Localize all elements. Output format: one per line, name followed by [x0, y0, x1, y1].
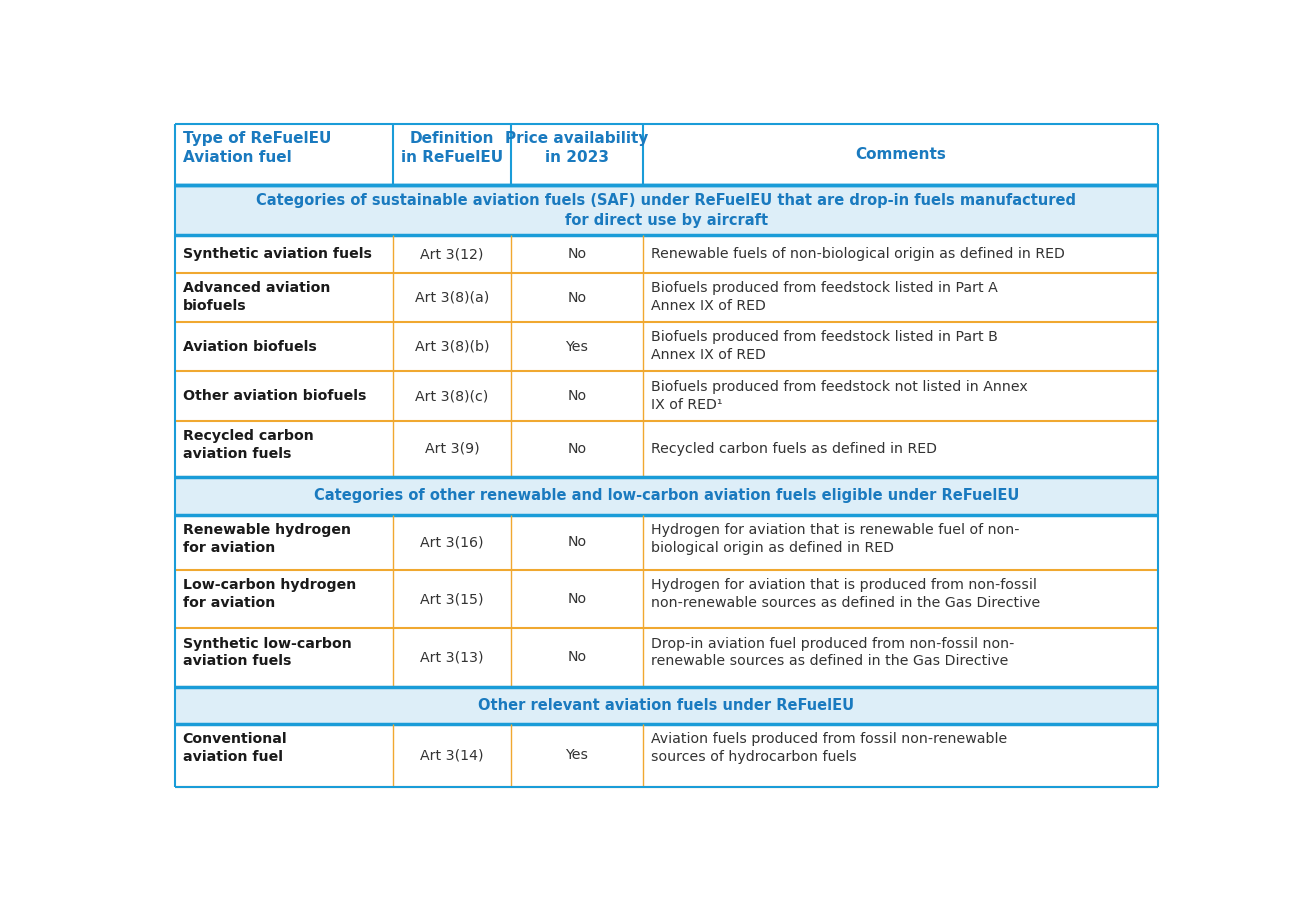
Text: Art 3(9): Art 3(9) — [425, 442, 480, 456]
Bar — [174, 372, 1158, 420]
Text: Biofuels produced from feedstock listed in Part B
Annex IX of RED: Biofuels produced from feedstock listed … — [651, 330, 997, 362]
Bar — [174, 124, 1158, 185]
Text: Renewable fuels of non-biological origin as defined in RED: Renewable fuels of non-biological origin… — [651, 247, 1065, 261]
Text: No: No — [567, 593, 586, 606]
Text: Recycled carbon
aviation fuels: Recycled carbon aviation fuels — [182, 429, 313, 461]
Text: Conventional
aviation fuel: Conventional aviation fuel — [182, 733, 287, 764]
Text: No: No — [567, 247, 586, 261]
Text: Art 3(14): Art 3(14) — [420, 748, 484, 762]
Bar — [174, 235, 1158, 273]
Bar — [174, 724, 1158, 787]
Text: Other relevant aviation fuels under ReFuelEU: Other relevant aviation fuels under ReFu… — [478, 698, 854, 713]
Text: No: No — [567, 442, 586, 456]
Text: Yes: Yes — [566, 748, 589, 762]
Text: Synthetic low-carbon
aviation fuels: Synthetic low-carbon aviation fuels — [182, 637, 351, 668]
Text: Aviation biofuels: Aviation biofuels — [182, 339, 316, 354]
Text: Hydrogen for aviation that is produced from non-fossil
non-renewable sources as : Hydrogen for aviation that is produced f… — [651, 578, 1040, 611]
Text: Art 3(8)(a): Art 3(8)(a) — [415, 291, 489, 304]
Text: Definition
in ReFuelEU: Definition in ReFuelEU — [400, 131, 503, 165]
Text: Art 3(8)(b): Art 3(8)(b) — [415, 339, 489, 354]
Text: Biofuels produced from feedstock not listed in Annex
IX of RED¹: Biofuels produced from feedstock not lis… — [651, 380, 1027, 411]
Text: Price availability
in 2023: Price availability in 2023 — [506, 131, 649, 165]
Text: Art 3(16): Art 3(16) — [420, 535, 484, 550]
Bar — [174, 185, 1158, 235]
Text: Categories of other renewable and low-carbon aviation fuels eligible under ReFue: Categories of other renewable and low-ca… — [313, 489, 1019, 504]
Bar — [174, 420, 1158, 477]
Text: Biofuels produced from feedstock listed in Part A
Annex IX of RED: Biofuels produced from feedstock listed … — [651, 281, 997, 313]
Text: Art 3(8)(c): Art 3(8)(c) — [415, 389, 489, 403]
Text: Advanced aviation
biofuels: Advanced aviation biofuels — [182, 281, 330, 313]
Text: Low-carbon hydrogen
for aviation: Low-carbon hydrogen for aviation — [182, 578, 356, 611]
Bar — [174, 629, 1158, 686]
Text: Drop-in aviation fuel produced from non-fossil non-
renewable sources as defined: Drop-in aviation fuel produced from non-… — [651, 637, 1014, 668]
Bar — [174, 273, 1158, 322]
Text: Categories of sustainable aviation fuels (SAF) under ReFuelEU that are drop-in f: Categories of sustainable aviation fuels… — [256, 193, 1076, 228]
Text: Art 3(12): Art 3(12) — [420, 247, 484, 261]
Text: No: No — [567, 535, 586, 550]
Text: Hydrogen for aviation that is renewable fuel of non-
biological origin as define: Hydrogen for aviation that is renewable … — [651, 523, 1019, 555]
Text: No: No — [567, 650, 586, 665]
Text: No: No — [567, 389, 586, 403]
Bar — [174, 570, 1158, 629]
Text: Other aviation biofuels: Other aviation biofuels — [182, 389, 367, 403]
Text: Aviation fuels produced from fossil non-renewable
sources of hydrocarbon fuels: Aviation fuels produced from fossil non-… — [651, 733, 1008, 764]
Text: No: No — [567, 291, 586, 304]
Text: Art 3(15): Art 3(15) — [420, 593, 484, 606]
Text: Type of ReFuelEU
Aviation fuel: Type of ReFuelEU Aviation fuel — [182, 131, 332, 165]
Text: Art 3(13): Art 3(13) — [420, 650, 484, 665]
Text: Renewable hydrogen
for aviation: Renewable hydrogen for aviation — [182, 523, 351, 555]
Bar — [174, 322, 1158, 372]
Text: Yes: Yes — [566, 339, 589, 354]
Text: Comments: Comments — [855, 147, 945, 163]
Bar — [174, 686, 1158, 724]
Text: Recycled carbon fuels as defined in RED: Recycled carbon fuels as defined in RED — [651, 442, 937, 456]
Text: Synthetic aviation fuels: Synthetic aviation fuels — [182, 247, 372, 261]
Bar — [174, 477, 1158, 515]
Bar — [174, 515, 1158, 570]
